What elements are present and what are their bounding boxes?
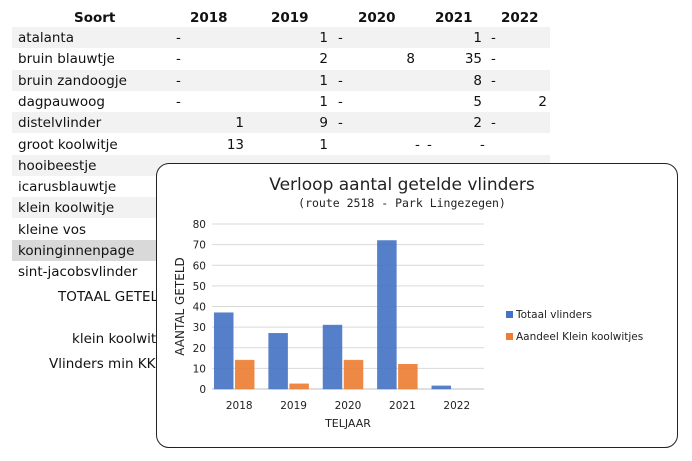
legend-label: Aandeel Klein koolwitjes — [516, 331, 643, 343]
bar-klein-koolwitjes-2018 — [234, 359, 255, 390]
species-name: kleine vos — [18, 221, 87, 238]
count-cell-2019: 1 — [319, 136, 328, 153]
y-tick-label: 0 — [199, 384, 206, 396]
summary-klein-koolwitje: klein koolwit — [72, 331, 157, 347]
table-row: atalanta -1-1- — [12, 27, 550, 48]
count-cell-2020: - — [338, 72, 343, 89]
table-row: groot koolwitje 13 1- - - — [12, 134, 550, 155]
legend-swatch — [506, 333, 513, 340]
count-cell-2018: - — [176, 72, 181, 89]
count-cell-2019: 9 — [319, 115, 328, 132]
species-name: icarusblauwtje — [18, 179, 117, 196]
bar-chart: Verloop aantal getelde vlinders (route 2… — [173, 175, 643, 430]
count-cell-2019: 1 — [319, 72, 328, 89]
x-tick-label: 2018 — [226, 400, 253, 412]
count-cell-2021: 1 — [473, 30, 482, 46]
count-cell-2020: - — [338, 93, 343, 110]
header-year-2020: 2020 — [358, 10, 396, 26]
x-tick-label: 2020 — [335, 400, 362, 412]
chart-panel[interactable]: Verloop aantal getelde vlinders (route 2… — [156, 163, 678, 448]
bar-totaal-2019 — [268, 333, 288, 390]
species-name: hooibeestje — [18, 157, 97, 174]
count-cell-2021: 5 — [473, 93, 482, 110]
table-row: bruin zandoogje -1-8- — [12, 69, 550, 91]
header-year-2019: 2019 — [271, 10, 309, 26]
x-tick-label: 2021 — [389, 400, 416, 412]
bar-totaal-2018 — [213, 312, 234, 390]
count-cell-2020: - — [338, 115, 343, 132]
count-cell-2021: - — [427, 136, 432, 153]
count-cell-2018: 13 — [226, 136, 244, 153]
chart-subtitle: (route 2518 - Park Lingezegen) — [298, 196, 506, 210]
header-year-2022: 2022 — [501, 10, 539, 26]
species-name: koningin­nenpage — [18, 243, 135, 259]
species-name: dagpauwoog — [18, 93, 105, 110]
count-cell-2019: 1 — [319, 30, 328, 46]
count-cell-2020: - — [415, 136, 420, 153]
chart-title: Verloop aantal getelde vlinders — [269, 175, 535, 195]
count-cell-2022: - — [491, 30, 496, 46]
y-tick-label: 50 — [193, 281, 206, 293]
header-soort: Soort — [74, 10, 116, 26]
bar-klein-koolwitjes-2021 — [398, 364, 418, 390]
legend-label: Totaal vlinders — [515, 309, 592, 321]
table-row: dagpauwoog -1-5 2 — [12, 91, 550, 112]
count-cell-2021: 8 — [473, 72, 482, 89]
count-cell-2020: - — [338, 30, 343, 46]
species-name: distelvlinder — [18, 115, 102, 132]
species-name: sint-jacobsvlinder — [18, 264, 138, 281]
y-tick-label: 80 — [193, 219, 206, 231]
species-name: atalanta — [18, 30, 74, 46]
y-tick-label: 70 — [193, 240, 206, 252]
count-cell-2021: 35 — [464, 51, 482, 68]
table-row: bruin blauwtje -2 8 35- — [12, 48, 550, 69]
table-row: distelvlinder 1 9-2- — [12, 112, 550, 134]
count-cell-2022: - — [480, 136, 485, 153]
count-cell-2022: - — [491, 51, 496, 68]
count-cell-2022: - — [491, 72, 496, 89]
x-axis-label: TELJAAR — [324, 417, 371, 430]
count-cell-2022: - — [491, 115, 496, 132]
y-tick-label: 60 — [193, 260, 206, 272]
bar-totaal-2022 — [431, 385, 452, 390]
bar-klein-koolwitjes-2019 — [289, 383, 309, 390]
y-axis-label: AANTAL GETELD — [173, 257, 187, 356]
species-name: groot koolwitje — [18, 136, 118, 153]
y-tick-label: 30 — [193, 322, 206, 334]
species-name: bruin zandoogje — [18, 72, 127, 89]
count-cell-2018: - — [176, 30, 181, 46]
y-tick-label: 20 — [193, 343, 206, 355]
header-year-2018: 2018 — [190, 10, 228, 26]
bar-totaal-2020 — [322, 324, 343, 390]
table-row: icarusblauwtje — [12, 176, 550, 197]
x-tick-label: 2019 — [280, 400, 307, 412]
summary-totaal: TOTAAL GETEL — [58, 289, 159, 305]
count-cell-2020: 8 — [406, 51, 415, 68]
count-cell-2019: 2 — [319, 51, 328, 68]
bar-totaal-2021 — [377, 240, 397, 390]
x-tick-label: 2022 — [443, 400, 470, 412]
count-cell-2019: 1 — [319, 93, 328, 110]
count-cell-2021: 2 — [473, 115, 482, 132]
count-cell-2018: - — [176, 93, 181, 110]
legend-swatch — [506, 311, 513, 318]
species-name: bruin blauwtje — [18, 51, 115, 68]
bar-klein-koolwitjes-2020 — [343, 359, 364, 390]
species-name: klein koolwitje — [18, 200, 115, 217]
y-tick-label: 40 — [193, 302, 206, 314]
count-cell-2022: 2 — [538, 93, 547, 110]
plot-area: 0 10 20 30 40 50 60 70 80 2018 2019 2020 2021 2022 TEL… — [173, 219, 643, 430]
table-row: sint-jacobsvlinder — [12, 261, 550, 282]
summary-vlinders-min-kk: Vlinders min KK — [49, 356, 156, 372]
count-cell-2018: - — [176, 51, 181, 68]
header-year-2021: 2021 — [435, 10, 473, 26]
table-row: kleine vos — [12, 219, 550, 240]
y-tick-label: 10 — [193, 363, 206, 375]
table-row: koningin­nenpage — [12, 240, 157, 261]
count-cell-2018: 1 — [235, 115, 244, 132]
